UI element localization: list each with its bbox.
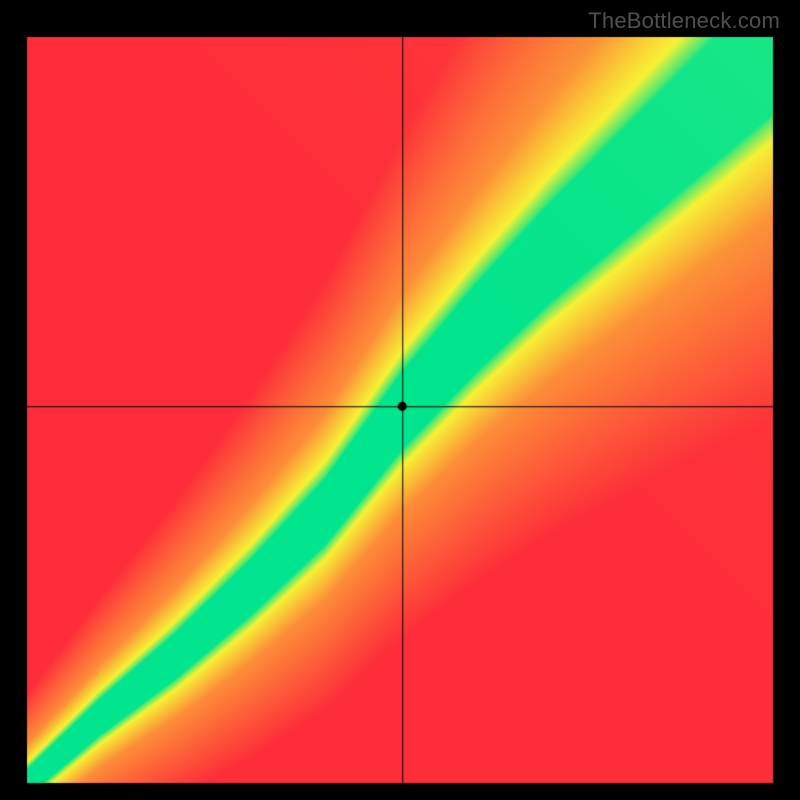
heatmap-plot (25, 35, 775, 785)
chart-container: TheBottleneck.com (0, 0, 800, 800)
heatmap-canvas (25, 35, 775, 785)
watermark-text: TheBottleneck.com (588, 8, 780, 34)
